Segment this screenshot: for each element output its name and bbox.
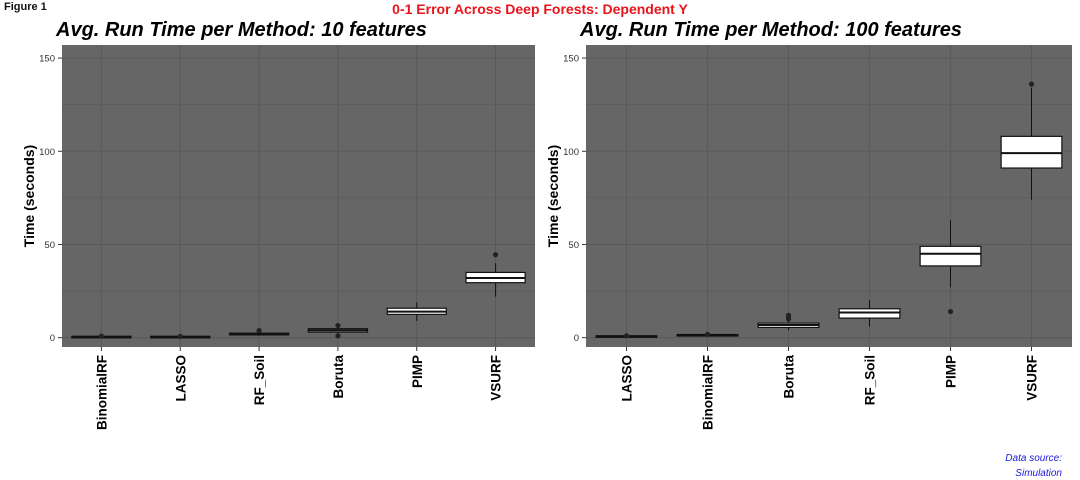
x-tick-label: PIMP	[944, 355, 959, 388]
box-outlier	[335, 333, 341, 339]
y-tick-label: 0	[50, 333, 55, 344]
x-tick-label: VSURF	[489, 355, 504, 401]
x-tick-label: VSURF	[1025, 355, 1040, 401]
y-tick-label: 0	[574, 333, 579, 344]
x-tick-label: PIMP	[410, 355, 425, 388]
box-outlier	[785, 312, 792, 318]
box-outlier	[98, 333, 105, 339]
box-outlier	[335, 322, 341, 329]
figure-label: Figure 1	[4, 1, 47, 13]
x-tick-label: LASSO	[620, 355, 635, 402]
y-tick-label: 150	[563, 54, 579, 65]
box-outlier	[177, 333, 183, 339]
y-axis-label: Time (seconds)	[545, 145, 561, 247]
x-tick-label: RF_Soil	[252, 355, 267, 405]
box-outlier	[623, 333, 630, 339]
y-tick-label: 50	[568, 240, 579, 251]
source-label: Data source:	[1005, 453, 1062, 464]
x-tick-label: BinomialRF	[701, 355, 716, 430]
x-tick-label: LASSO	[173, 355, 188, 402]
panel-background	[586, 45, 1072, 347]
y-tick-label: 150	[39, 54, 55, 65]
x-tick-label: Boruta	[782, 355, 797, 399]
box-outlier	[704, 331, 711, 337]
y-tick-label: 50	[44, 240, 55, 251]
y-axis-label: Time (seconds)	[21, 145, 37, 247]
box-outlier	[492, 252, 499, 258]
suptitle: 0-1 Error Across Deep Forests: Dependent…	[392, 1, 688, 17]
box-body	[919, 245, 982, 267]
x-tick-label: BinomialRF	[94, 355, 109, 430]
y-tick-label: 100	[39, 147, 55, 158]
box-outlier	[1028, 81, 1035, 87]
panel-title-100-features: Avg. Run Time per Method: 100 features	[580, 19, 962, 41]
box-outlier	[947, 308, 954, 315]
x-tick-label: RF_Soil	[863, 355, 878, 405]
panel-title-10-features: Avg. Run Time per Method: 10 features	[56, 19, 427, 41]
y-tick-label: 100	[563, 147, 579, 158]
box-outlier	[256, 327, 262, 334]
panel-background	[62, 45, 535, 347]
x-tick-label: Boruta	[331, 355, 346, 399]
source-value: Simulation	[1015, 468, 1062, 479]
